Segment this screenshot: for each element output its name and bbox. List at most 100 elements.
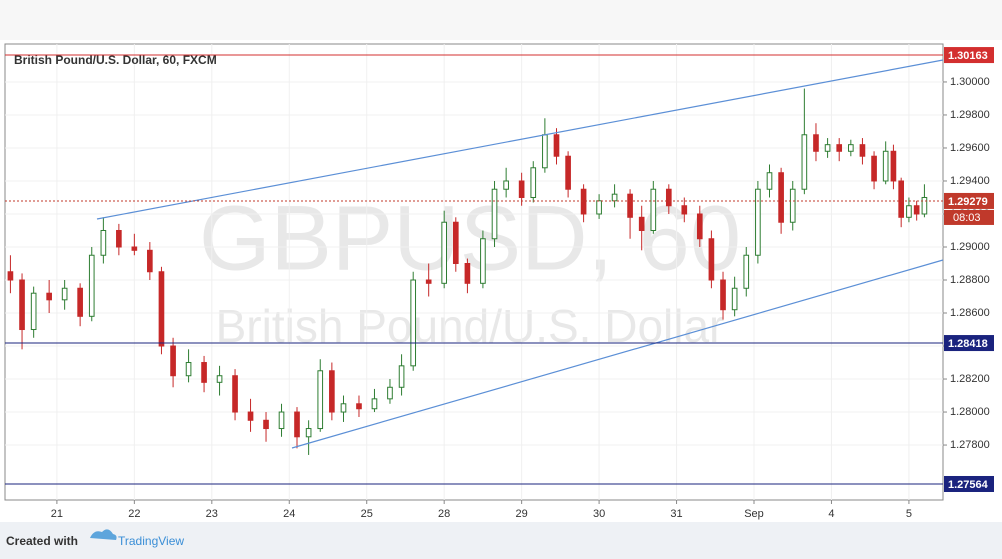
candle-body: [247, 411, 254, 421]
y-tick-label: 1.29600: [950, 142, 990, 154]
candle-body: [611, 193, 618, 202]
candle-body: [503, 180, 509, 190]
candle-body: [441, 221, 448, 284]
candle-body: [921, 196, 928, 215]
candle-body: [201, 362, 207, 383]
candle-body: [696, 213, 703, 240]
candle-body: [170, 345, 176, 377]
candle-body: [7, 271, 14, 281]
level-label: 1.28418: [948, 338, 988, 350]
candle-body: [530, 167, 537, 198]
level-label: 1.27564: [948, 479, 989, 491]
candle-body: [480, 238, 486, 284]
candle-body: [824, 144, 831, 152]
candle-body: [452, 221, 459, 265]
candle-body: [665, 188, 672, 207]
level-label-box: [944, 192, 994, 209]
candle-body: [542, 134, 548, 169]
x-tick-label: 24: [283, 508, 295, 520]
candle-body: [898, 180, 904, 218]
candle-body: [116, 229, 122, 248]
candle-body: [294, 411, 300, 438]
candle-body: [882, 150, 889, 182]
y-tick-label: 1.28200: [950, 373, 990, 385]
candle-body: [387, 386, 393, 400]
y-tick-label: 1.29800: [950, 109, 990, 121]
y-tick-label: 1.29000: [950, 241, 990, 253]
level-label-box: [944, 475, 994, 492]
watermark-subtitle: British Pound/U.S. Dollar: [216, 300, 725, 352]
footer-brand: TradingView: [118, 534, 184, 548]
candle-body: [627, 193, 633, 218]
candle-body: [158, 271, 165, 347]
level-label: 1.30163: [948, 50, 988, 62]
candle-body: [890, 150, 897, 182]
candle-body: [329, 370, 335, 413]
candle-body: [906, 205, 912, 218]
candle-body: [278, 411, 285, 430]
candle-body: [147, 249, 153, 273]
candle-body: [859, 144, 866, 157]
y-tick-label: 1.30000: [950, 76, 990, 88]
tradingview-logo: [90, 529, 117, 540]
candle-body: [801, 134, 808, 190]
candle-body: [720, 279, 726, 311]
candle-body: [708, 238, 715, 281]
chart-title: British Pound/U.S. Dollar, 60, FXCM: [14, 53, 217, 67]
x-tick-label: 31: [670, 508, 682, 520]
candle-body: [766, 172, 773, 190]
candle-body: [425, 279, 432, 284]
footer-prefix: Created with: [6, 534, 78, 548]
toolbar: [0, 0, 1002, 40]
candle-body: [61, 287, 68, 301]
candle-body: [789, 188, 796, 223]
candle-body: [398, 365, 405, 388]
y-tick-label: 1.28000: [950, 406, 990, 418]
level-label: 1.29279: [948, 196, 988, 208]
y-tick-label: 1.27800: [950, 439, 990, 451]
level-label-box: [944, 335, 994, 352]
candle-body: [848, 144, 854, 152]
candle-body: [553, 134, 560, 157]
candle-body: [216, 375, 223, 383]
x-tick-label: 4: [828, 508, 834, 520]
candle-body: [681, 205, 688, 215]
candle-body: [100, 229, 107, 256]
candle-body: [813, 134, 819, 152]
candle-body: [356, 403, 362, 410]
candle-body: [518, 180, 525, 198]
x-tick-label: 25: [361, 508, 373, 520]
candle-body: [371, 398, 378, 410]
footer-bar: [0, 522, 1002, 559]
candle-body: [596, 200, 602, 215]
candle-body: [88, 254, 95, 317]
x-tick-label: Sep: [744, 508, 764, 520]
candle-body: [778, 172, 784, 223]
candle-body: [731, 287, 738, 311]
candle-body: [317, 370, 324, 430]
candle-body: [638, 216, 645, 231]
x-tick-label: 21: [51, 508, 63, 520]
candle-body: [263, 419, 269, 430]
candle-body: [913, 205, 920, 215]
candle-body: [755, 188, 761, 256]
countdown-box: [944, 209, 994, 225]
candle-body: [491, 188, 498, 240]
candle-body: [305, 428, 312, 438]
level-label-box: [944, 47, 994, 64]
candle-body: [743, 254, 750, 289]
y-tick-label: 1.28800: [950, 274, 990, 286]
candle-body: [464, 263, 471, 284]
y-tick-label: 1.28600: [950, 307, 990, 319]
candle-body: [77, 287, 83, 317]
x-tick-label: 30: [593, 508, 605, 520]
candle-body: [185, 362, 192, 377]
candle-body: [340, 403, 347, 413]
countdown: 08:03: [953, 212, 981, 224]
x-tick-label: 28: [438, 508, 450, 520]
y-tick-label: 1.29400: [950, 175, 990, 187]
candle-body: [30, 292, 37, 331]
x-tick-label: 29: [516, 508, 528, 520]
